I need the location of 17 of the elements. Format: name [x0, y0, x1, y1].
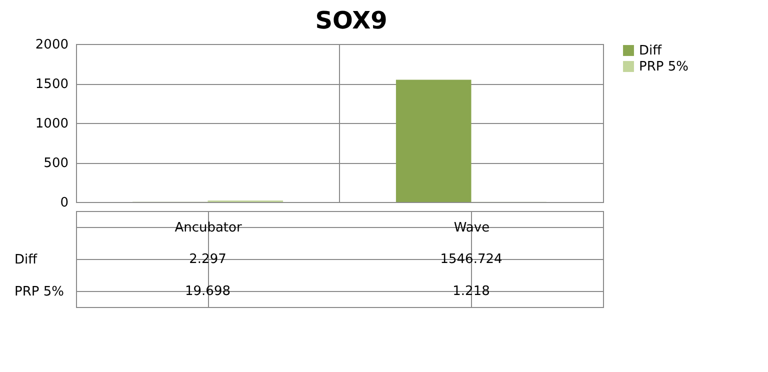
y-tick-label: 0	[60, 196, 68, 210]
y-tick-label: 1000	[35, 116, 68, 132]
legend-label: PRP 5%	[639, 60, 688, 74]
legend-label: Diff	[639, 44, 663, 58]
y-tick-label: 2000	[35, 38, 68, 52]
y-tick-label: 500	[44, 156, 68, 171]
data-label: 1546.724	[440, 252, 502, 267]
bar	[396, 80, 472, 202]
data-label: 19.698	[185, 284, 230, 299]
chart-title: SOX9	[315, 6, 388, 34]
y-tick-label: 1500	[35, 77, 68, 92]
x-tick-label: Ancubator	[174, 220, 242, 236]
text: Diff	[14, 252, 38, 268]
data-label: 1.218	[452, 284, 490, 299]
data-label: 2.297	[189, 252, 226, 267]
x-tick-label: Wave	[454, 220, 490, 236]
text: PRP 5%	[14, 284, 64, 300]
